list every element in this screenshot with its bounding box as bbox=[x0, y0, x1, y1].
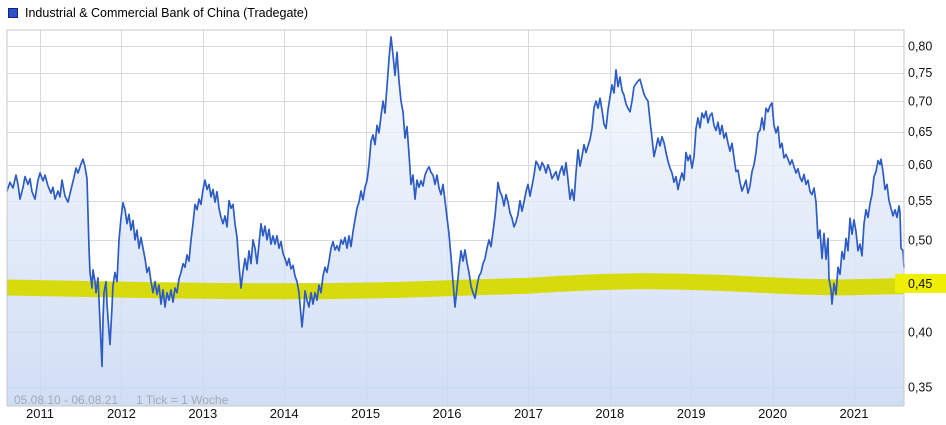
y-axis-highlight-bg bbox=[895, 273, 946, 293]
x-axis-year-label: 2011 bbox=[26, 406, 54, 421]
x-axis-year-label: 2017 bbox=[514, 406, 543, 421]
date-range-note: 05.08.10 - 06.08.21 1 Tick = 1 Woche bbox=[14, 393, 228, 407]
plot-border bbox=[6, 29, 905, 407]
y-axis-label: 0,65 bbox=[908, 125, 932, 139]
y-axis-label: 0,75 bbox=[908, 66, 932, 80]
x-axis-year-label: 2019 bbox=[677, 406, 706, 421]
tick-interval-text: 1 Tick = 1 Woche bbox=[136, 393, 229, 407]
chart-title: Industrial & Commercial Bank of China (T… bbox=[25, 6, 308, 20]
chart-title-row: Industrial & Commercial Bank of China (T… bbox=[8, 6, 308, 20]
date-range-text: 05.08.10 - 06.08.21 bbox=[14, 393, 119, 407]
y-axis-label: 0,35 bbox=[908, 381, 932, 395]
x-axis-year-label: 2020 bbox=[758, 406, 787, 421]
x-axis-year-label: 2012 bbox=[107, 406, 136, 421]
x-axis-year-label: 2018 bbox=[595, 406, 624, 421]
x-axis-year-label: 2016 bbox=[433, 406, 462, 421]
y-axis-label: 0,55 bbox=[908, 194, 932, 208]
price-area-fill bbox=[7, 36, 904, 407]
y-axis-label: 0,50 bbox=[908, 233, 932, 247]
x-axis-year-label: 2021 bbox=[840, 406, 869, 421]
y-axis-label: 0,60 bbox=[908, 158, 932, 172]
series-legend-swatch-icon bbox=[8, 8, 18, 18]
y-axis-label: 0,80 bbox=[908, 40, 932, 54]
y-axis-label: 0,40 bbox=[908, 326, 932, 340]
x-axis-year-label: 2015 bbox=[351, 406, 380, 421]
y-axis-highlight-label: 0,45 bbox=[908, 277, 932, 291]
support-zone-band bbox=[6, 273, 905, 300]
price-line bbox=[6, 35, 905, 368]
y-axis-label: 0,70 bbox=[908, 95, 932, 109]
x-axis-year-label: 2013 bbox=[188, 406, 217, 421]
x-axis-year-label: 2014 bbox=[270, 406, 299, 421]
